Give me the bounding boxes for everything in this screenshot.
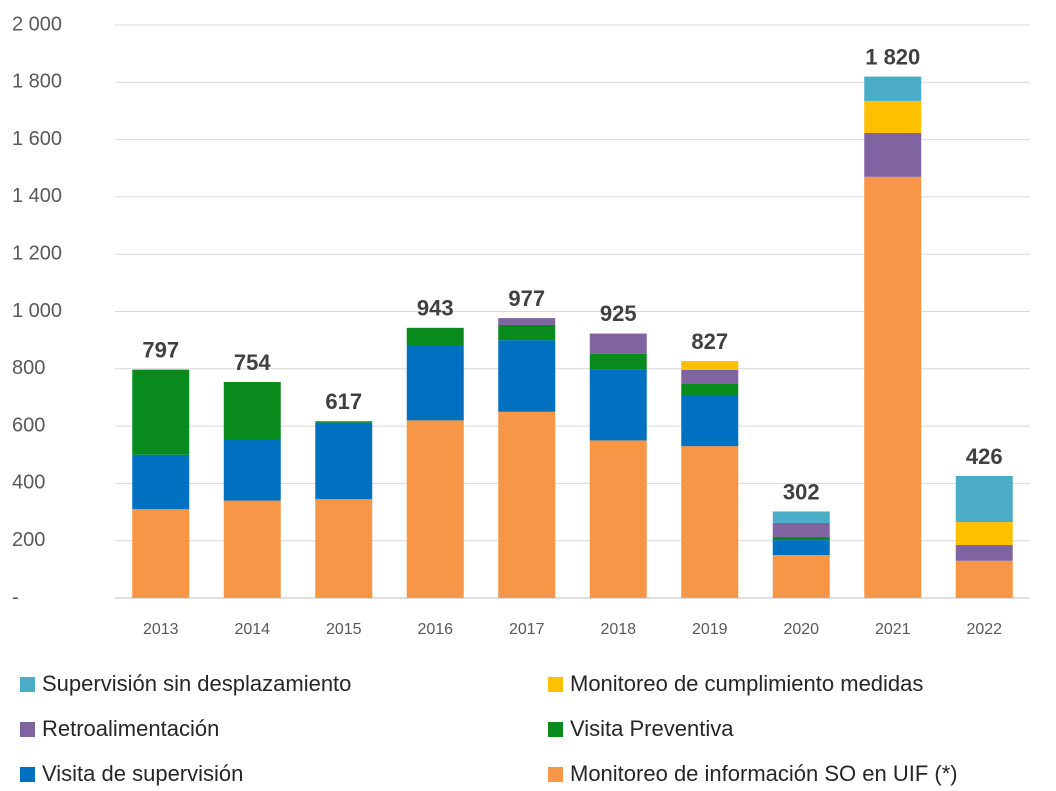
x-tick-label: 2013 [143, 621, 179, 638]
bar-segment [772, 511, 830, 523]
bar-segment [955, 544, 1013, 561]
bar-segment [406, 420, 464, 598]
bar-segment [223, 500, 281, 598]
legend-label: Supervisión sin desplazamiento [42, 671, 351, 696]
bar-segment [315, 499, 373, 598]
x-tick-label: 2014 [234, 621, 270, 638]
bar-segment [864, 100, 922, 134]
bar-segment [498, 340, 556, 412]
bar-segment [132, 509, 190, 598]
bar-segment [132, 369, 190, 455]
legend-label: Monitoreo de cumplimiento medidas [570, 671, 923, 696]
bar-segment [315, 421, 373, 423]
bar-segment [498, 324, 556, 341]
bar-segment [498, 411, 556, 598]
bar-segment [132, 454, 190, 510]
total-label: 977 [508, 286, 545, 311]
total-label: 302 [783, 479, 820, 504]
bar-segment [772, 522, 830, 537]
x-tick-label: 2021 [875, 621, 911, 638]
bar-segment [864, 133, 922, 177]
bar-segment [681, 383, 739, 397]
total-label: 943 [417, 296, 454, 321]
legend-label: Retroalimentación [42, 716, 219, 741]
x-tick-label: 2018 [600, 621, 636, 638]
legend-swatch [20, 722, 35, 737]
legend-label: Monitoreo de información SO en UIF (*) [570, 761, 958, 786]
bar-segment [498, 318, 556, 325]
bar-segment [772, 540, 830, 556]
total-label: 827 [691, 329, 728, 354]
x-tick-label: 2020 [783, 621, 819, 638]
bar-segment [955, 560, 1013, 598]
y-tick-label: 1 200 [12, 242, 62, 264]
bar-segment [589, 333, 647, 354]
bar-segment [955, 522, 1013, 545]
y-tick-label: 200 [12, 529, 45, 551]
bar-segment [681, 361, 739, 370]
bar-segment [589, 353, 647, 370]
x-tick-label: 2015 [326, 621, 362, 638]
bar-segment [864, 76, 922, 101]
bar-segment [864, 176, 922, 598]
total-label: 754 [234, 350, 271, 375]
legend-label: Visita de supervisión [42, 761, 243, 786]
y-tick-label: 1 400 [12, 185, 62, 207]
bar-segment [681, 446, 739, 598]
bar-segment [772, 536, 830, 541]
total-label: 617 [325, 389, 362, 414]
bar-segment [955, 475, 1013, 523]
bar-segment [681, 369, 739, 384]
bar-segment [406, 345, 464, 421]
bar-segment [589, 369, 647, 441]
bar-segment [223, 438, 281, 501]
bar-segment [772, 555, 830, 598]
total-label: 797 [142, 337, 179, 362]
bar-segment [223, 381, 281, 439]
legend-swatch [20, 677, 35, 692]
x-tick-label: 2022 [966, 621, 1002, 638]
x-tick-label: 2019 [692, 621, 728, 638]
legend-swatch [548, 722, 563, 737]
total-label: 925 [600, 301, 637, 326]
bar-segment [589, 440, 647, 598]
total-label: 426 [966, 444, 1003, 469]
legend-swatch [548, 677, 563, 692]
x-tick-label: 2017 [509, 621, 545, 638]
bar-segment [406, 327, 464, 346]
y-tick-label: 1 000 [12, 300, 62, 322]
legend-swatch [20, 767, 35, 782]
y-tick-label: 1 600 [12, 128, 62, 150]
legend-swatch [548, 767, 563, 782]
x-tick-label: 2016 [417, 621, 453, 638]
y-tick-label: 600 [12, 414, 45, 436]
bar-segment [315, 422, 373, 500]
y-tick-label: 1 800 [12, 71, 62, 93]
bar-segment [681, 396, 739, 447]
legend-label: Visita Preventiva [570, 716, 734, 741]
y-tick-label: 800 [12, 357, 45, 379]
y-tick-label: 400 [12, 472, 45, 494]
y-tick-label: 2 000 [12, 13, 62, 35]
y-tick-label: - [12, 586, 19, 608]
total-label: 1 820 [865, 44, 920, 69]
bar-segment [589, 332, 647, 334]
